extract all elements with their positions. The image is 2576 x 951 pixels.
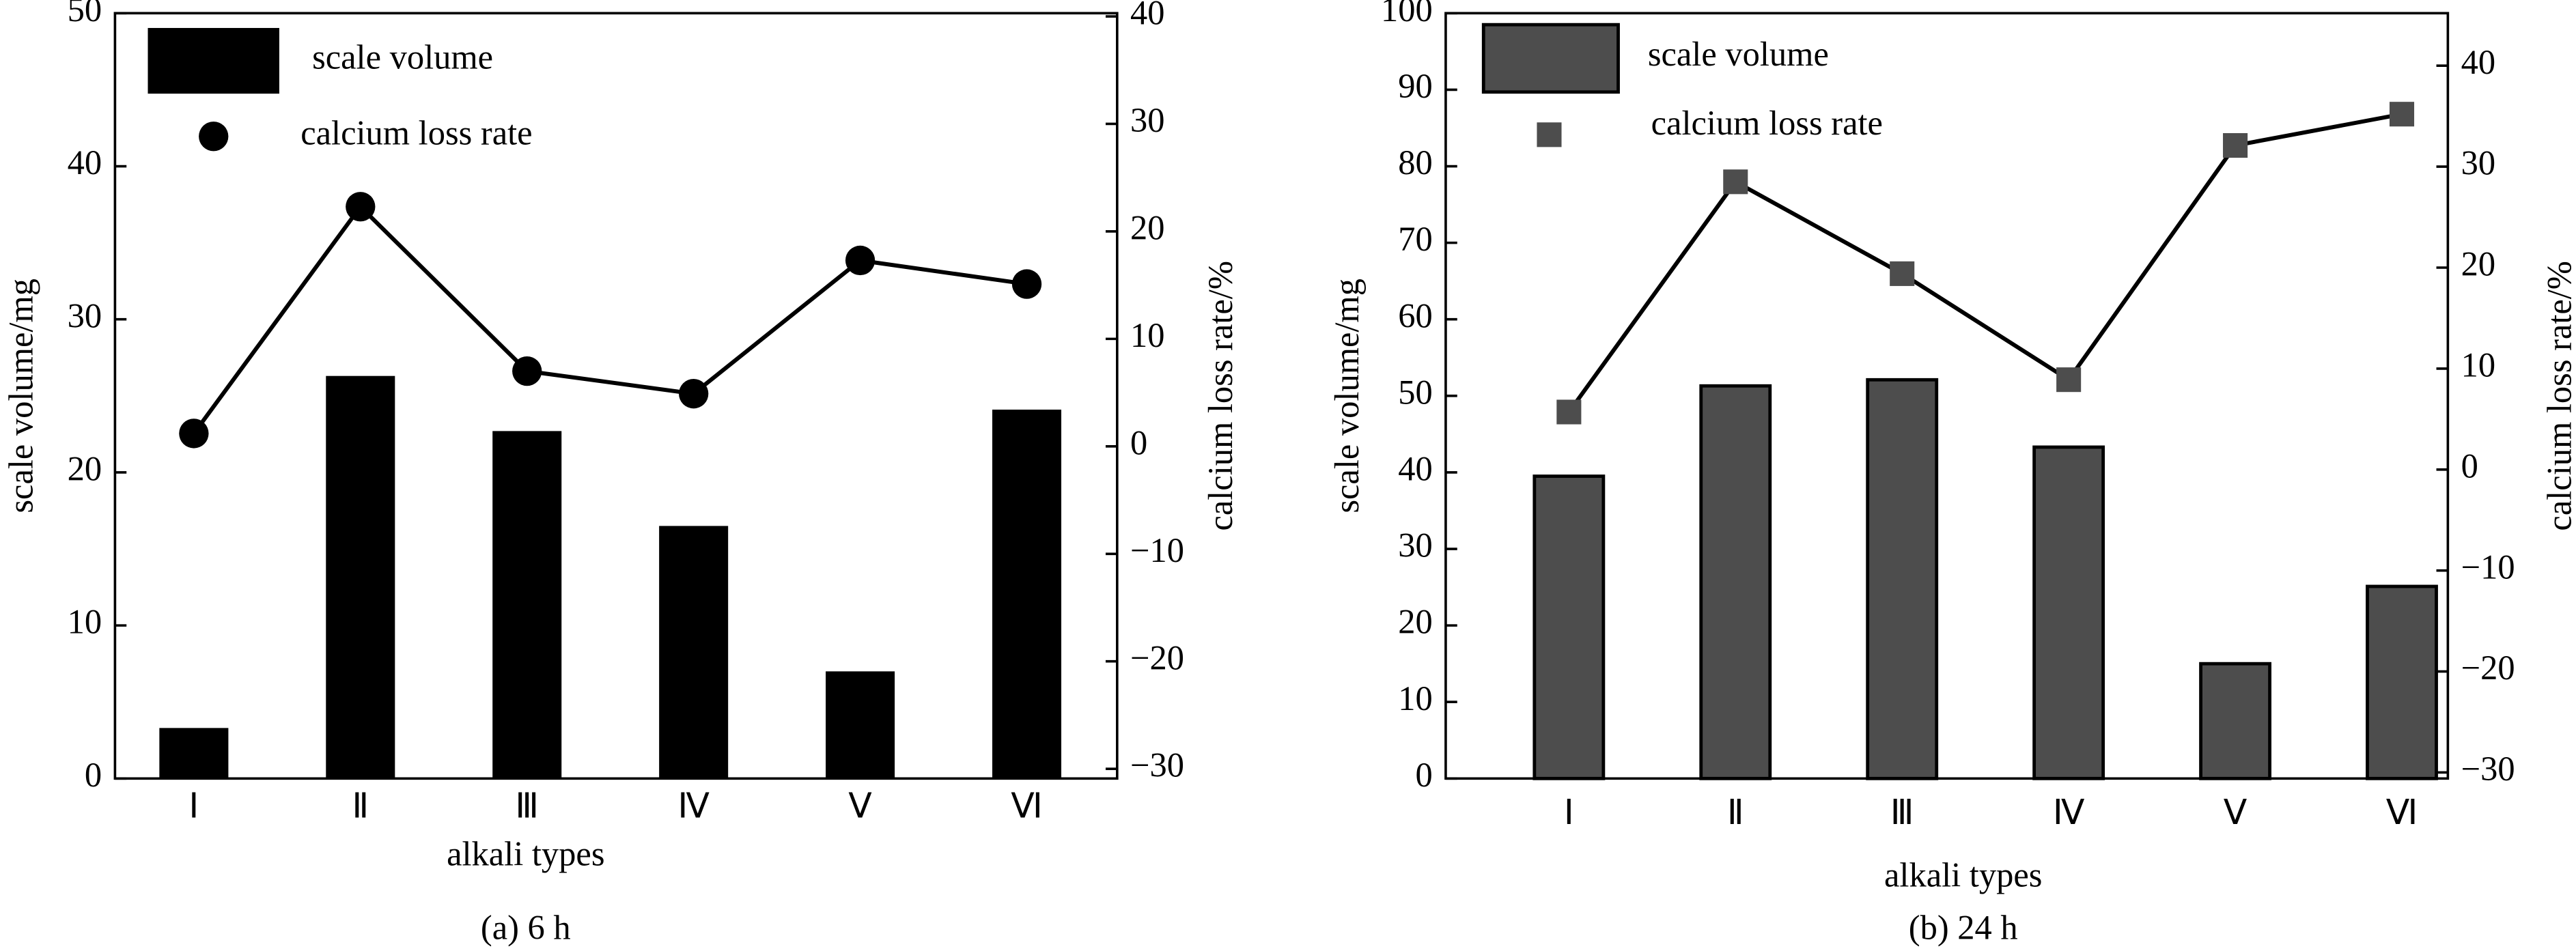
y-tick-label: 0 <box>85 756 102 794</box>
y-tick-label: 30 <box>68 296 102 335</box>
y-tick-label: 10 <box>68 603 102 641</box>
line-marker <box>1556 399 1582 425</box>
legend-marker <box>1537 122 1562 147</box>
line <box>192 203 1027 435</box>
y-axis-label: scale volume/mg <box>2 279 40 513</box>
x-tick-label: Ⅴ <box>848 787 872 825</box>
y-tick-label: 0 <box>1415 756 1432 794</box>
y-tick-label: 70 <box>1398 220 1432 258</box>
bar <box>492 431 562 779</box>
legend-label: calcium loss rate <box>300 113 532 152</box>
y2-tick-label: 40 <box>1130 0 1164 32</box>
y-tick-label: 90 <box>1398 67 1432 105</box>
y-tick-label: 80 <box>1398 143 1432 182</box>
y2-tick-label: −30 <box>1130 746 1184 784</box>
y-tick-label: 20 <box>68 450 102 488</box>
line-marker <box>1723 169 1748 195</box>
y2-tick-label: −10 <box>2461 548 2515 586</box>
y2-tick-label: 30 <box>2461 144 2496 182</box>
y2-tick-label: −20 <box>1130 638 1184 677</box>
bar <box>826 671 895 779</box>
x-tick-label: Ⅵ <box>2386 793 2418 832</box>
y2-tick-label: −10 <box>1130 531 1184 569</box>
line-marker <box>346 192 376 222</box>
bar <box>1532 474 1606 780</box>
x-tick-label: Ⅰ <box>1564 793 1574 832</box>
y-tick-label: 40 <box>68 143 102 182</box>
y-tick-label: 20 <box>1398 603 1432 641</box>
line-marker <box>1890 261 1915 286</box>
y2-tick-label: −20 <box>2461 649 2515 687</box>
y-tick-label: 50 <box>1398 373 1432 411</box>
x-tick-label: Ⅲ <box>515 787 539 825</box>
x-tick-label: Ⅳ <box>2053 793 2085 832</box>
caption: (b) 24 h <box>1909 909 2018 947</box>
line <box>1567 112 2403 414</box>
legend-marker <box>199 122 229 152</box>
caption: (a) 6 h <box>481 909 571 947</box>
x-tick-label: Ⅴ <box>2224 793 2248 832</box>
x-axis-label: alkali types <box>1884 856 2042 894</box>
y-axis-label: scale volume/mg <box>1328 279 1366 513</box>
line-marker <box>845 245 876 276</box>
y2-tick-label: 0 <box>1130 423 1147 462</box>
bar <box>992 410 1062 779</box>
y2-tick-label: 10 <box>2461 345 2496 384</box>
bar <box>1699 384 1772 780</box>
x-tick-label: Ⅱ <box>352 787 369 825</box>
y2-tick-label: 30 <box>1130 101 1164 139</box>
bar <box>1866 378 1939 780</box>
x-tick-label: Ⅵ <box>1011 787 1043 825</box>
legend-swatch <box>1481 23 1620 94</box>
legend-label: scale volume <box>1648 35 1829 73</box>
y-tick-label: 50 <box>68 0 102 29</box>
line-marker <box>2056 367 2082 393</box>
y2-tick-label: 0 <box>2461 446 2478 485</box>
y-tick-label: 10 <box>1398 679 1432 718</box>
bar <box>659 526 729 779</box>
x-tick-label: Ⅳ <box>677 787 710 825</box>
plot-frame <box>113 12 1119 780</box>
x-axis-label: alkali types <box>447 834 604 872</box>
y-tick-label: 100 <box>1381 0 1433 29</box>
line-marker <box>179 418 209 449</box>
chart: 0 10 20 30 40 50 60 70 80 90 100 −30 −20 −10 0 10 20 30 40… <box>1328 0 2576 947</box>
legend-label: scale volume <box>312 38 493 76</box>
y2-tick-label: 10 <box>1130 316 1164 354</box>
legend-label: calcium loss rate <box>1651 104 1883 142</box>
y2-tick-label: 40 <box>2461 43 2496 81</box>
line-marker <box>2223 133 2248 158</box>
x-tick-label: Ⅲ <box>1890 793 1914 832</box>
line-marker <box>2389 102 2415 127</box>
legend-swatch <box>148 27 279 94</box>
bar <box>2032 445 2105 780</box>
y2-axis-label: calcium loss rate/% <box>1201 261 1240 530</box>
y-tick-label: 60 <box>1398 296 1432 335</box>
chart: 0 10 20 30 40 50 −30 −20 −10 0 10 20 30 40 Ⅰ Ⅱ Ⅲ Ⅳ Ⅴ Ⅵscale… <box>2 0 1240 947</box>
bar <box>326 375 395 779</box>
y2-tick-label: 20 <box>2461 245 2496 283</box>
y2-axis-label: calcium loss rate/% <box>2540 261 2576 530</box>
bar <box>2199 662 2271 780</box>
line-marker <box>678 379 709 409</box>
y2-tick-label: 20 <box>1130 209 1164 247</box>
x-tick-label: Ⅱ <box>1727 793 1744 832</box>
x-tick-label: Ⅰ <box>188 787 199 825</box>
y-tick-label: 40 <box>1398 450 1432 488</box>
line-marker <box>512 356 542 386</box>
line-marker <box>1011 269 1042 299</box>
y2-tick-label: −30 <box>2461 750 2515 788</box>
bar <box>159 728 229 779</box>
y-tick-label: 30 <box>1398 526 1432 565</box>
bar <box>2366 584 2438 780</box>
